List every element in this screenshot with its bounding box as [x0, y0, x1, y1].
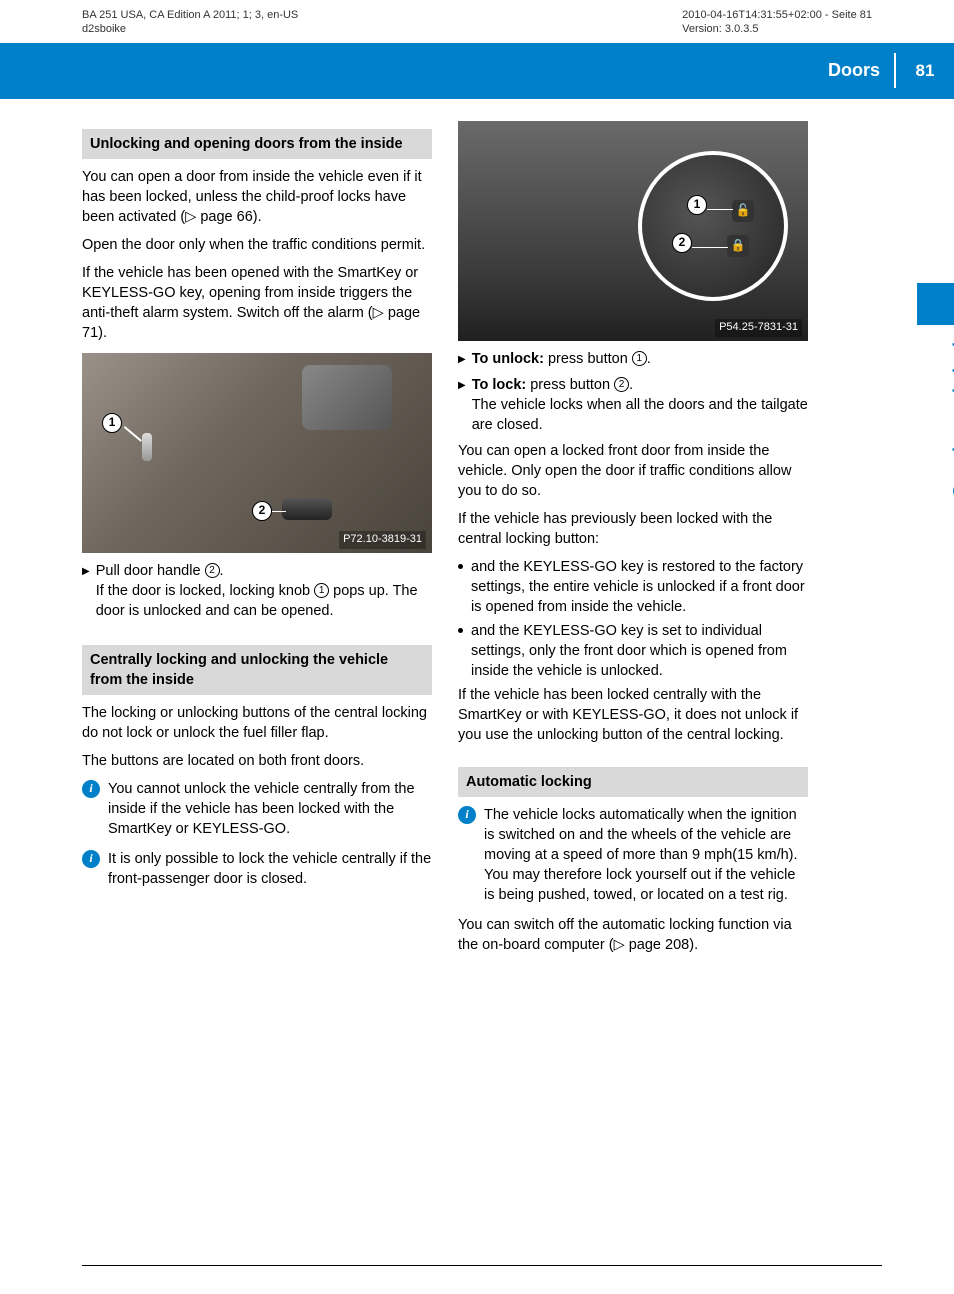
circled-ref: 1 [314, 583, 329, 598]
action-text: To unlock: press button 1. [472, 349, 808, 369]
meta-left-line1: BA 251 USA, CA Edition A 2011; 1; 3, en-… [82, 8, 298, 22]
callout-1: 1 [102, 413, 122, 433]
para: Open the door only when the traffic cond… [82, 235, 432, 255]
action-marker-icon: ▶ [458, 379, 466, 393]
figure-door-handle: 1 2 P72.10-3819-31 [82, 353, 432, 553]
info-icon: i [458, 806, 476, 824]
text: press button [526, 377, 614, 393]
bullet-icon [458, 564, 463, 569]
lock-button-shape: 🔒 [727, 235, 749, 257]
mirror-shape [302, 365, 392, 430]
action-text: To lock: press button 2. The vehicle loc… [472, 375, 808, 435]
text: If the vehicle has been opened with the … [82, 265, 418, 321]
circled-ref: 2 [205, 563, 220, 578]
zoom-circle: 🔓 🔒 1 2 [638, 151, 788, 301]
text: . [629, 377, 633, 393]
right-column: 🔓 🔒 1 2 P54.25-7831-31 ▶ To unlock: pres… [458, 129, 808, 963]
action-item: ▶ Pull door handle 2. If the door is loc… [82, 561, 432, 621]
unlock-button-shape: 🔓 [732, 200, 754, 222]
page-body: Unlocking and opening doors from the ins… [0, 99, 954, 963]
bullet-item: and the KEYLESS-GO key is set to individ… [458, 621, 808, 681]
page-header-bar: Doors 81 [0, 43, 954, 99]
bullet-text: and the KEYLESS-GO key is restored to th… [471, 557, 808, 617]
text: ). [689, 937, 698, 953]
action-text: Pull door handle 2. If the door is locke… [96, 561, 432, 621]
action-bold: To lock: [472, 377, 527, 393]
para: If the vehicle has been locked centrally… [458, 685, 808, 745]
callout-line [124, 426, 142, 441]
text: ). [253, 209, 262, 225]
locking-knob-shape [142, 433, 152, 461]
callout-1: 1 [687, 195, 707, 215]
figure-caption: P72.10-3819-31 [339, 531, 426, 548]
action-item: ▶ To lock: press button 2. The vehicle l… [458, 375, 808, 435]
para: You can open a locked front door from in… [458, 441, 808, 501]
para: The locking or unlocking buttons of the … [82, 703, 432, 743]
bullet-item: and the KEYLESS-GO key is restored to th… [458, 557, 808, 617]
section-heading-automatic-locking: Automatic locking [458, 767, 808, 797]
section-heading-central-locking: Centrally locking and unlocking the vehi… [82, 645, 432, 695]
callout-line [272, 511, 286, 513]
door-handle-shape [282, 498, 332, 520]
action-marker-icon: ▶ [82, 565, 90, 579]
para: If the vehicle has been opened with the … [82, 263, 432, 343]
header-title: Doors [828, 58, 894, 83]
unlock-icon: 🔓 [736, 202, 751, 219]
text: . [647, 351, 651, 367]
text: press button [544, 351, 632, 367]
bullet-icon [458, 628, 463, 633]
info-item: i You cannot unlock the vehicle centrall… [82, 779, 432, 839]
para: The buttons are located on both front do… [82, 751, 432, 771]
info-text: It is only possible to lock the vehicle … [108, 849, 432, 889]
header-page-number: 81 [894, 53, 954, 89]
callout-2: 2 [252, 501, 272, 521]
meta-left: BA 251 USA, CA Edition A 2011; 1; 3, en-… [82, 8, 298, 37]
meta-right-line2: Version: 3.0.3.5 [682, 22, 872, 36]
footer-rule [82, 1265, 882, 1266]
info-icon: i [82, 780, 100, 798]
circled-ref: 2 [614, 377, 629, 392]
page-ref: ▷ page 66 [185, 209, 253, 225]
section-heading-unlocking: Unlocking and opening doors from the ins… [82, 129, 432, 159]
text: If the door is locked, locking knob [96, 583, 314, 599]
figure-lock-buttons: 🔓 🔒 1 2 P54.25-7831-31 [458, 121, 808, 341]
left-column: Unlocking and opening doors from the ins… [82, 129, 432, 963]
action-bold: To unlock: [472, 351, 544, 367]
action-subtext: The vehicle locks when all the doors and… [472, 395, 808, 435]
text: ). [98, 325, 107, 341]
info-item: i It is only possible to lock the vehicl… [82, 849, 432, 889]
para: You can open a door from inside the vehi… [82, 167, 432, 227]
para: You can switch off the automatic locking… [458, 915, 808, 955]
callout-line [707, 209, 733, 211]
meta-right-line1: 2010-04-16T14:31:55+02:00 - Seite 81 [682, 8, 872, 22]
meta-right: 2010-04-16T14:31:55+02:00 - Seite 81 Ver… [682, 8, 872, 37]
meta-header: BA 251 USA, CA Edition A 2011; 1; 3, en-… [0, 0, 954, 41]
action-item: ▶ To unlock: press button 1. [458, 349, 808, 369]
action-marker-icon: ▶ [458, 353, 466, 367]
figure-caption: P54.25-7831-31 [715, 319, 802, 336]
info-icon: i [82, 850, 100, 868]
action-subtext: If the door is locked, locking knob 1 po… [96, 581, 432, 621]
meta-left-line2: d2sboike [82, 22, 298, 36]
lock-icon: 🔒 [731, 237, 746, 254]
info-text: The vehicle locks automatically when the… [484, 805, 808, 905]
text: . [220, 563, 224, 579]
info-text: You cannot unlock the vehicle centrally … [108, 779, 432, 839]
bullet-text: and the KEYLESS-GO key is set to individ… [471, 621, 808, 681]
callout-2: 2 [672, 233, 692, 253]
info-item: i The vehicle locks automatically when t… [458, 805, 808, 905]
text: Pull door handle [96, 563, 205, 579]
circled-ref: 1 [632, 351, 647, 366]
callout-line [692, 247, 728, 249]
page-ref: ▷ page 208 [614, 937, 690, 953]
para: If the vehicle has previously been locke… [458, 509, 808, 549]
